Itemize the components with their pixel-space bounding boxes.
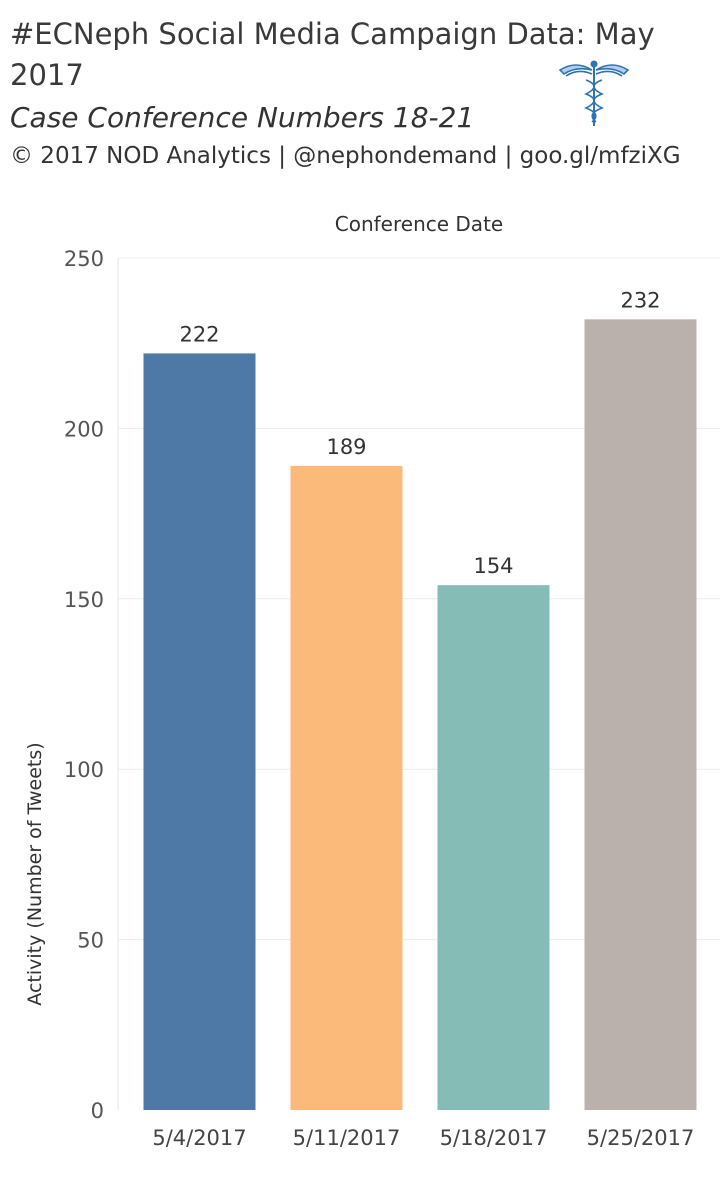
chart-subtitle: Case Conference Numbers 18-21 [10, 101, 475, 134]
bar [584, 319, 697, 1110]
y-tick-label: 100 [64, 758, 104, 782]
y-tick-label: 0 [91, 1099, 104, 1123]
bar [290, 465, 403, 1110]
x-tick-label: 5/18/2017 [440, 1126, 548, 1150]
x-tick-label: 5/11/2017 [293, 1126, 401, 1150]
data-label: 154 [473, 554, 513, 578]
caduceus-icon [556, 56, 632, 128]
bar-chart: 0 50 100 150 200 250 222 189 154 232 5/4/2017 5/1… [24, 212, 720, 1150]
y-tick-label: 200 [64, 417, 104, 441]
data-label: 189 [326, 435, 366, 459]
data-label: 232 [620, 288, 660, 312]
y-tick-label: 250 [64, 247, 104, 271]
data-labels: 222 189 154 232 [179, 288, 660, 578]
x-axis-title: Conference Date [335, 212, 503, 236]
y-tick-label: 50 [77, 929, 104, 953]
bar [437, 585, 550, 1110]
y-axis-title: Activity (Number of Tweets) [24, 742, 46, 1005]
x-tick-label: 5/4/2017 [152, 1126, 246, 1150]
bars [143, 319, 697, 1110]
y-axis-ticks: 0 50 100 150 200 250 [64, 247, 104, 1123]
y-tick-label: 150 [64, 588, 104, 612]
chart-header: #ECNeph Social Media Campaign Data: May … [10, 14, 710, 174]
x-tick-label: 5/25/2017 [587, 1126, 695, 1150]
chart-credit: © 2017 NOD Analytics | @nephondemand | g… [10, 143, 681, 169]
chart-title: #ECNeph Social Media Campaign Data: May … [10, 17, 655, 92]
data-label: 222 [179, 322, 219, 346]
bar [143, 353, 256, 1110]
x-axis-ticks: 5/4/2017 5/11/2017 5/18/2017 5/25/2017 [152, 1126, 694, 1150]
